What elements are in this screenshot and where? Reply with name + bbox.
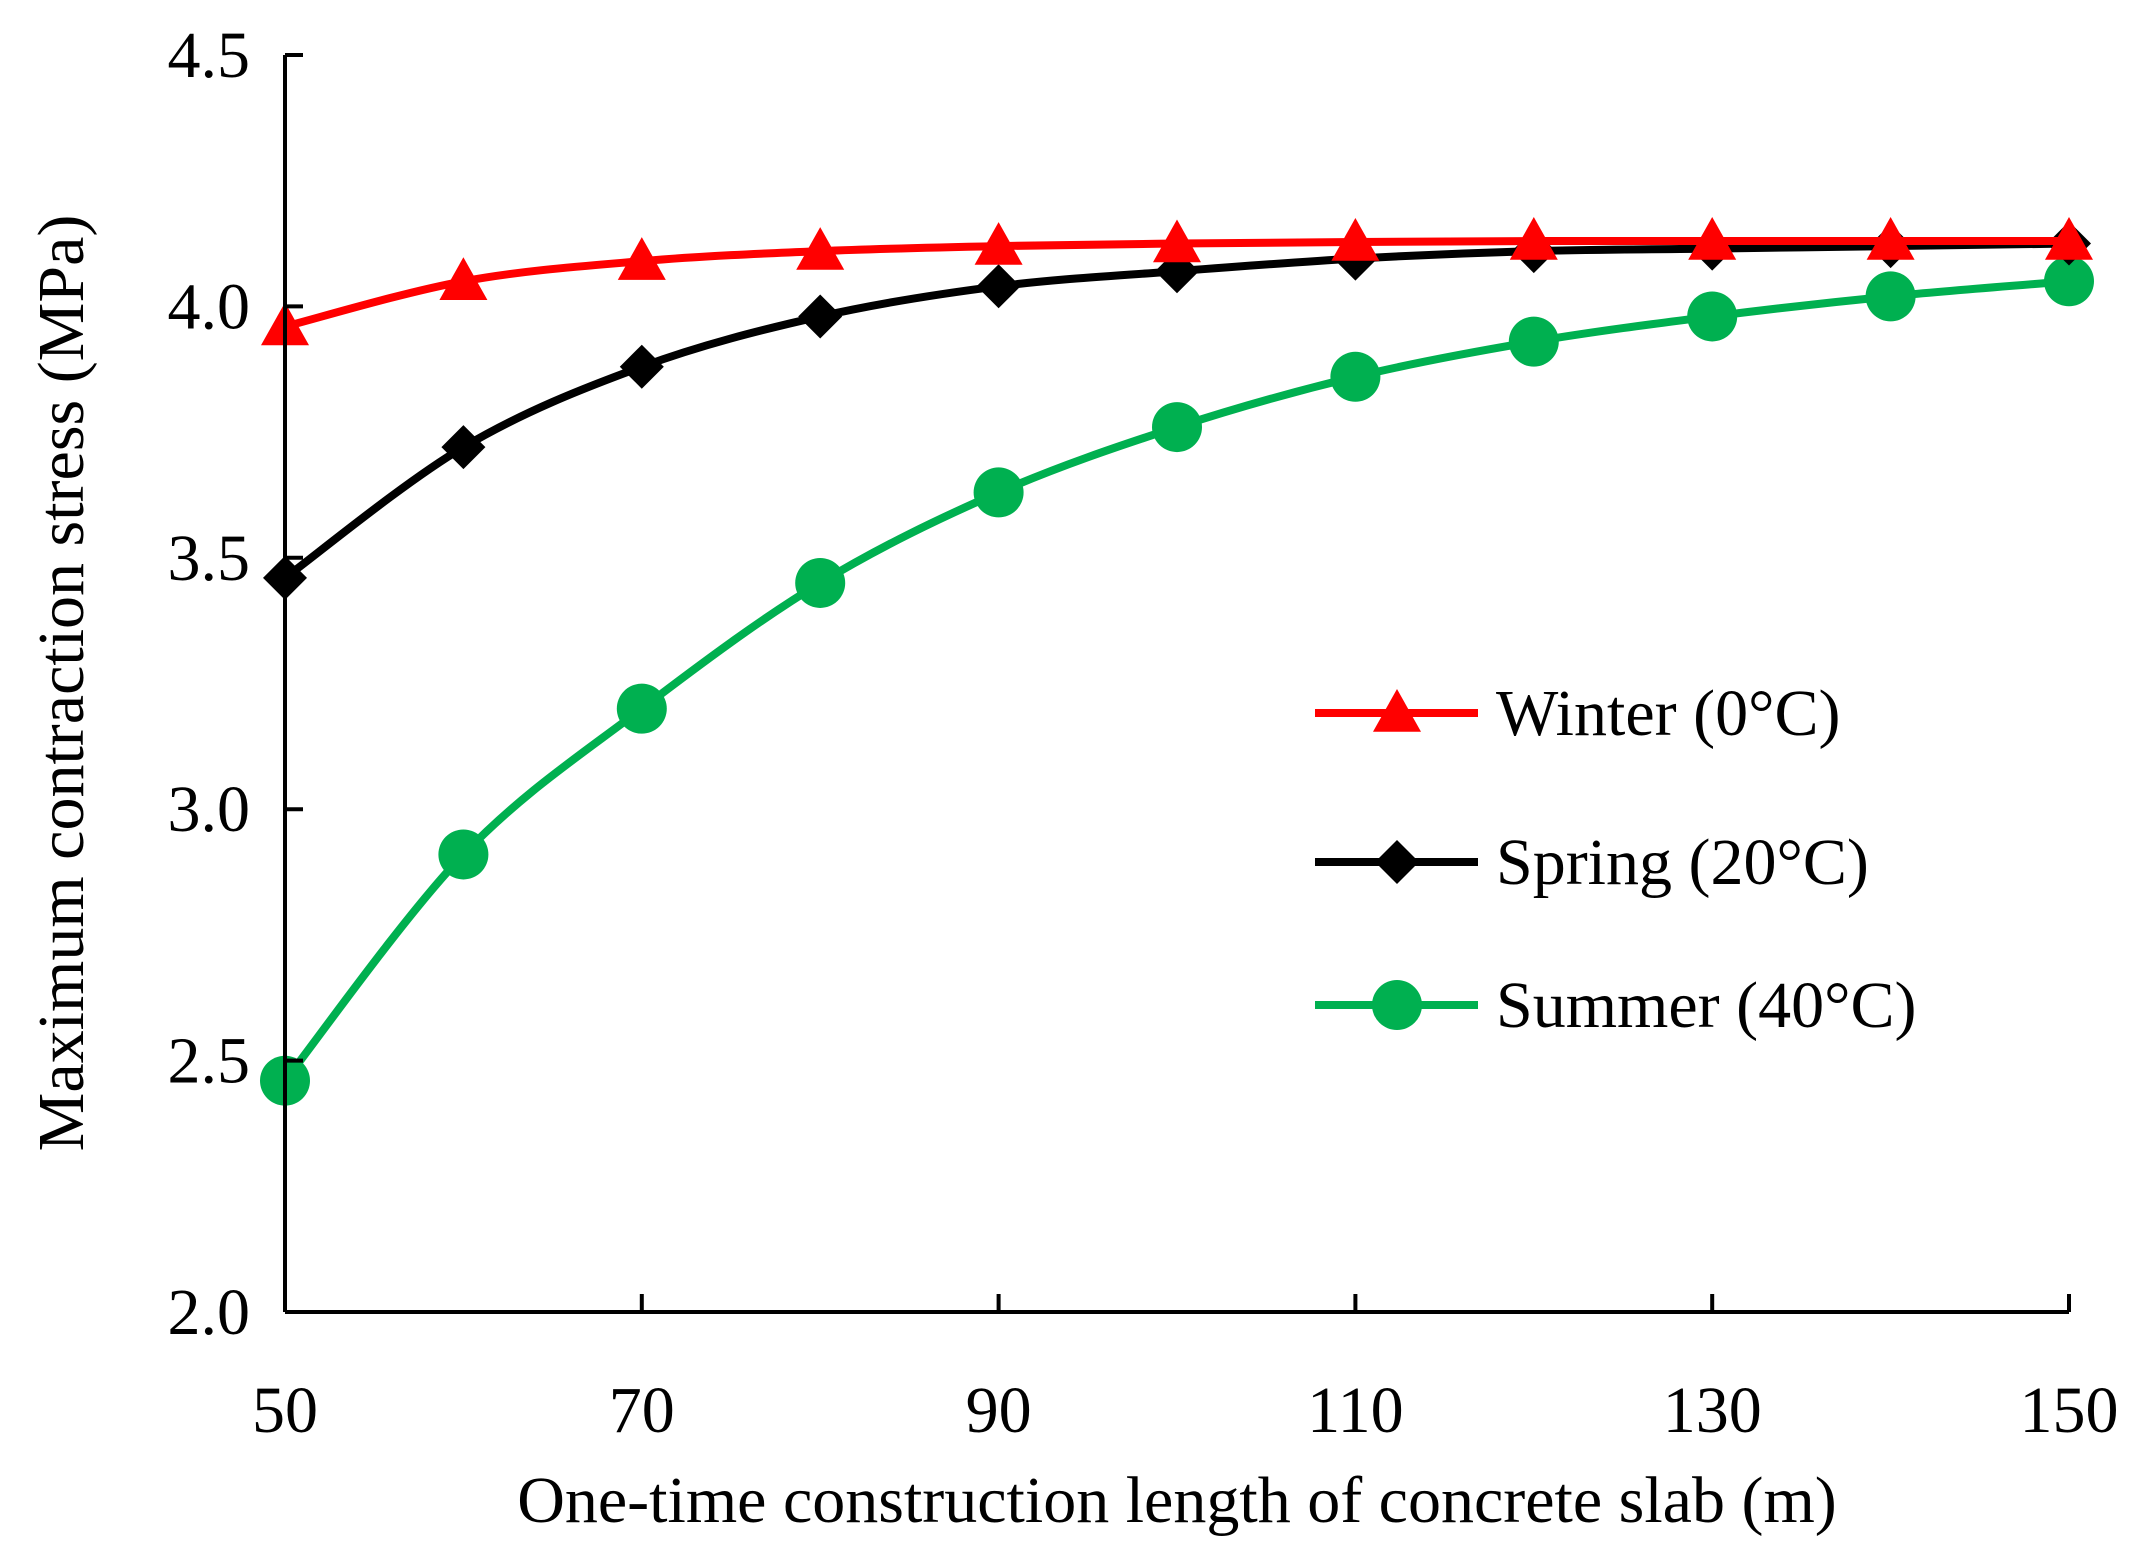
data-point [796,227,845,270]
x-tick-label: 130 [1663,1374,1762,1447]
y-tick-label: 4.5 [168,19,251,92]
legend-item: Spring (20°C) [1315,826,1869,899]
data-point [2044,256,2094,307]
data-point [976,264,1021,309]
x-ticks: 50 70 90 110 130 150 [252,1294,2119,1447]
series-triangle [261,217,2093,346]
legend-label: Winter (0°C) [1496,677,1840,750]
data-point [619,344,664,389]
legend-marker [1375,840,1419,884]
data-point [1866,217,1915,260]
data-point [1153,219,1201,263]
x-tick-label: 90 [966,1374,1032,1447]
data-point [439,257,488,300]
y-tick-label: 2.0 [168,1276,251,1349]
data-point [974,222,1023,265]
series-layer [260,217,2094,1106]
data-point [617,237,666,280]
data-point [1331,218,1380,261]
x-tick-label: 150 [2020,1374,2119,1447]
data-point [798,294,843,339]
data-point [1152,402,1202,453]
y-tick-label: 4.0 [168,270,251,343]
data-point [973,467,1024,518]
x-tick-label: 110 [1307,1374,1404,1447]
legend-label: Summer (40°C) [1496,969,1917,1042]
x-axis-title: One-time construction length of concrete… [517,1464,1837,1537]
data-point [1330,351,1381,402]
data-point [1688,217,1737,260]
data-point [616,683,667,734]
data-point [441,425,486,470]
series-circle [260,256,2094,1106]
series-line [281,277,2073,1085]
y-axis-title: Maximum contraction stress (MPa) [25,215,98,1152]
legend-label: Spring (20°C) [1496,826,1869,899]
data-point [2045,217,2093,260]
x-tick-label: 50 [252,1374,318,1447]
data-point [438,829,489,880]
data-point [1865,271,1916,322]
y-tick-label: 2.5 [168,1025,251,1098]
legend-item: Summer (40°C) [1315,969,1917,1042]
data-point [1509,217,1558,260]
data-point [795,557,846,608]
y-ticks: 2.0 2.5 3.0 3.5 4.0 4.5 [168,19,303,1349]
y-tick-label: 3.5 [168,522,251,595]
x-tick-label: 70 [609,1374,675,1447]
legend-marker [1372,980,1422,1030]
data-point [1508,316,1559,367]
data-point [1687,291,1738,342]
legend-marker [1373,689,1421,732]
legend: Winter (0°C) Spring (20°C) Summer (40°C) [1315,677,1917,1042]
y-tick-label: 3.0 [168,773,251,846]
axes [283,55,2069,1314]
legend-item: Winter (0°C) [1315,677,1840,750]
